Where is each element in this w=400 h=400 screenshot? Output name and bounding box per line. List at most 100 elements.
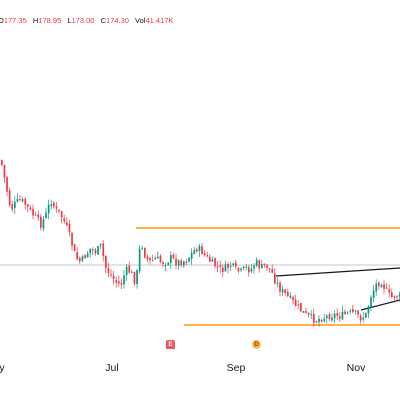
- candle-body: [310, 314, 313, 316]
- candle-body: [359, 315, 362, 321]
- candle-body: [167, 262, 170, 265]
- candle-body: [79, 258, 81, 262]
- candle-body: [11, 204, 14, 210]
- candle-body: [172, 254, 175, 259]
- candle-body: [8, 190, 11, 206]
- trend-line[interactable]: [360, 299, 400, 311]
- candle-body: [112, 275, 115, 279]
- candle-body: [357, 310, 359, 315]
- candle-body: [315, 321, 318, 323]
- candle-body: [136, 270, 138, 285]
- open-value: 177.35: [3, 16, 27, 25]
- candle-body: [144, 247, 146, 258]
- close-label: C: [100, 16, 106, 25]
- candle-body: [183, 261, 185, 266]
- candle-body: [209, 256, 211, 262]
- candle-body: [128, 265, 131, 273]
- candle-body: [300, 302, 302, 312]
- candle-body: [131, 271, 133, 273]
- candle-body: [242, 266, 245, 268]
- candle-body: [63, 218, 66, 222]
- candle-body: [362, 317, 365, 320]
- horizontal-levels[interactable]: [136, 227, 400, 326]
- candle-body: [268, 268, 271, 270]
- candle-body: [302, 310, 305, 313]
- candle-body: [365, 312, 367, 318]
- candle-body: [154, 257, 157, 260]
- candle-body: [271, 268, 274, 273]
- candle-body: [331, 317, 333, 321]
- earnings-icon[interactable]: E: [166, 340, 175, 349]
- candle-body: [107, 268, 110, 273]
- candle-body: [138, 248, 141, 272]
- candle-body: [89, 248, 92, 254]
- candle-body: [380, 285, 383, 288]
- candle-body: [92, 249, 94, 251]
- trend-line[interactable]: [275, 267, 400, 277]
- candle-body: [294, 299, 297, 306]
- time-tick-label: y: [0, 362, 5, 374]
- candle-body: [289, 295, 292, 298]
- candle-body: [115, 280, 118, 283]
- candle-body: [393, 296, 396, 298]
- volume-value: 41.417K: [145, 16, 174, 25]
- candle-body: [60, 211, 63, 218]
- candle-body: [216, 266, 219, 268]
- candle-body: [372, 290, 375, 299]
- candle-body: [29, 207, 32, 210]
- candle-body: [307, 312, 310, 315]
- candle-body: [193, 249, 196, 254]
- candle-body: [287, 291, 289, 297]
- candle-body: [227, 263, 229, 268]
- candle-body: [367, 306, 370, 314]
- time-tick-label: Jul: [105, 362, 119, 374]
- candle-body: [385, 287, 388, 289]
- candle-body: [118, 281, 120, 284]
- candle-body: [206, 255, 209, 257]
- candle-body: [250, 268, 253, 272]
- candle-body: [188, 257, 190, 262]
- candle-body: [263, 263, 266, 266]
- volume-label: Vol: [135, 16, 146, 25]
- candle-body: [14, 201, 16, 209]
- candle-body: [341, 311, 344, 320]
- time-tick-label: Sep: [226, 362, 246, 374]
- candle-body: [3, 164, 6, 178]
- candle-body: [125, 266, 128, 276]
- trend-lines[interactable]: [275, 267, 400, 311]
- candle-body: [21, 199, 24, 202]
- candle-body: [328, 314, 331, 320]
- candle-body: [305, 311, 307, 313]
- candle-body: [34, 214, 37, 216]
- candle-body: [398, 294, 400, 297]
- candle-body: [149, 257, 151, 261]
- candle-body: [50, 204, 53, 206]
- candle-body: [185, 261, 188, 263]
- candle-body: [19, 199, 21, 201]
- candle-body: [281, 289, 284, 293]
- candle-body: [73, 244, 76, 252]
- candle-body: [313, 313, 315, 323]
- candle-body: [211, 259, 214, 262]
- open-label: O: [0, 16, 4, 25]
- candle-body: [375, 283, 378, 292]
- candle-body: [240, 268, 242, 271]
- candle-body: [76, 252, 79, 260]
- candle-body: [102, 243, 105, 257]
- candle-body: [391, 292, 393, 298]
- candle-body: [6, 177, 8, 192]
- candle-body: [133, 271, 136, 284]
- candle-body: [86, 253, 89, 258]
- candle-body: [336, 313, 339, 316]
- time-axis[interactable]: y Jul Sep Nov: [0, 350, 400, 400]
- candle-body: [146, 256, 149, 260]
- candle-body: [276, 282, 279, 284]
- ohlc-legend: O177.35 H178.95 L173.00 C174.30 Vol41.41…: [0, 16, 177, 30]
- candle-body: [47, 204, 50, 214]
- candle-body: [232, 263, 235, 266]
- candle-body: [37, 214, 40, 218]
- candle-body: [352, 309, 354, 313]
- dividend-icon[interactable]: D: [252, 340, 261, 349]
- price-chart[interactable]: [0, 0, 400, 350]
